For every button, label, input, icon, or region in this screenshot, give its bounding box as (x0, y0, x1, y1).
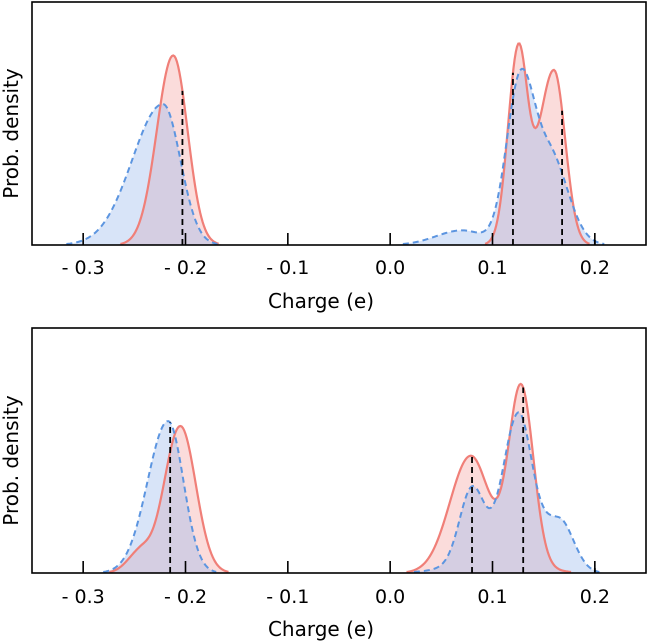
series-red-area (32, 383, 646, 573)
x-tick-label: - 0.2 (164, 257, 207, 279)
x-tick-label: 0.1 (477, 586, 507, 608)
x-tick-label: 0.1 (477, 257, 507, 279)
series-red-line (120, 42, 590, 246)
series-blue-line (103, 411, 600, 573)
x-axis-label: Charge (e) (268, 289, 374, 313)
panel-2: - 0.3 - 0.2 - 0.1 0.0 0.1 0.2 Charge (e) Prob. … (0, 327, 647, 641)
x-tick-label: - 0.1 (266, 257, 309, 279)
series-blue-area (32, 68, 646, 245)
x-tick-label: 0.2 (580, 257, 610, 279)
x-tick-label: 0.0 (375, 257, 405, 279)
series-red-line (109, 382, 572, 574)
y-axis-label: Prob. density (0, 68, 23, 199)
series-red-area (32, 43, 646, 245)
x-axis-label: Charge (e) (268, 617, 374, 641)
panel-1: - 0.3 - 0.2 - 0.1 0.0 0.1 0.2 Charge (e) Prob. … (0, 1, 647, 313)
x-tick-label: - 0.2 (164, 586, 207, 608)
x-tick-label: - 0.3 (62, 257, 105, 279)
y-axis-label: Prob. density (0, 395, 23, 526)
x-tick-label: 0.2 (580, 586, 610, 608)
series-blue-area (32, 412, 646, 573)
axes-frame (31, 1, 647, 246)
x-tick-label: 0.0 (375, 586, 405, 608)
x-tick-label: - 0.1 (266, 586, 309, 608)
axes-frame (31, 327, 647, 574)
series-blue-line (66, 67, 605, 245)
x-tick-label: - 0.3 (62, 586, 105, 608)
